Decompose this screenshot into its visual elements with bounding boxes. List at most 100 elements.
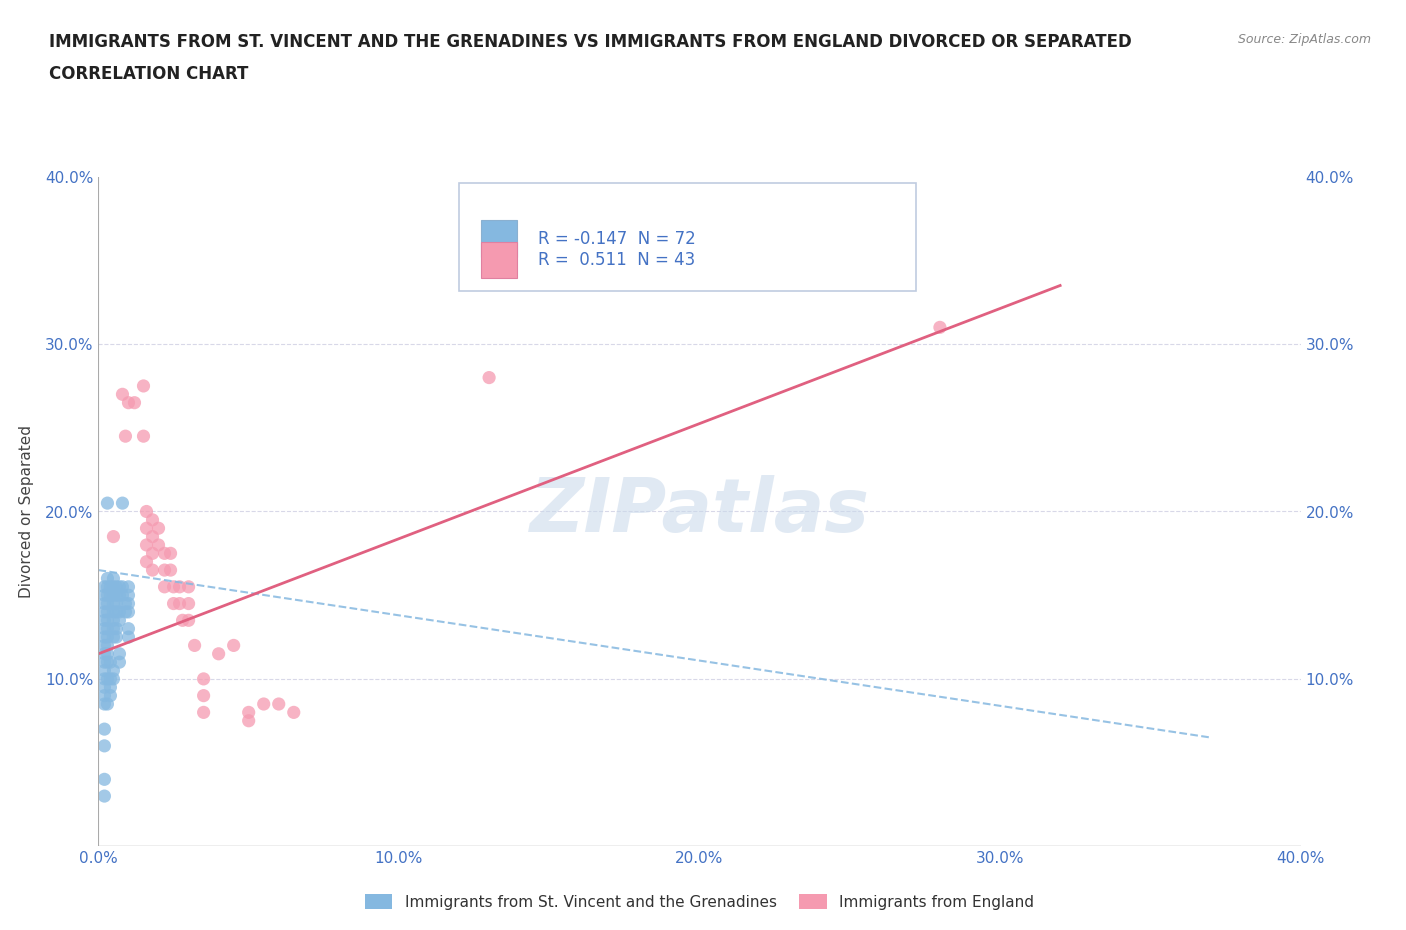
Point <box>141 546 163 561</box>
Point <box>96 638 118 653</box>
Point <box>105 604 128 619</box>
Point <box>238 713 260 728</box>
Point <box>208 646 231 661</box>
Point <box>135 538 157 552</box>
Point <box>929 320 952 335</box>
Point <box>141 512 163 527</box>
Point <box>114 429 136 444</box>
Point <box>103 579 125 594</box>
Point <box>108 613 131 628</box>
Point <box>108 646 131 661</box>
Point <box>117 579 139 594</box>
Text: R =  0.511  N = 43: R = 0.511 N = 43 <box>538 251 696 269</box>
Point <box>238 705 260 720</box>
Text: Source: ZipAtlas.com: Source: ZipAtlas.com <box>1237 33 1371 46</box>
Point <box>93 621 115 636</box>
Point <box>114 604 136 619</box>
Point <box>100 579 122 594</box>
Point <box>108 588 131 603</box>
Text: R = -0.147  N = 72: R = -0.147 N = 72 <box>538 230 696 247</box>
Point <box>172 613 194 628</box>
Point <box>117 630 139 644</box>
Point <box>100 655 122 670</box>
Point <box>193 688 215 703</box>
Point <box>93 630 115 644</box>
Point <box>103 621 125 636</box>
Point <box>96 579 118 594</box>
Point <box>96 496 118 511</box>
Point <box>93 638 115 653</box>
Point <box>253 697 276 711</box>
Point <box>108 655 131 670</box>
Point <box>124 395 146 410</box>
Point <box>153 563 176 578</box>
Point <box>105 630 128 644</box>
Point <box>96 621 118 636</box>
Point <box>159 563 181 578</box>
Point <box>162 579 184 594</box>
Point <box>100 671 122 686</box>
Point <box>100 680 122 695</box>
Point <box>117 395 139 410</box>
Point <box>135 521 157 536</box>
Point <box>267 697 290 711</box>
Point <box>193 705 215 720</box>
Point <box>159 546 181 561</box>
Point <box>141 563 163 578</box>
FancyBboxPatch shape <box>458 183 915 290</box>
Point <box>141 529 163 544</box>
Point <box>478 370 501 385</box>
Text: CORRELATION CHART: CORRELATION CHART <box>49 65 249 83</box>
Point <box>169 579 191 594</box>
Point <box>111 496 134 511</box>
Point <box>96 596 118 611</box>
Point <box>93 596 115 611</box>
Point <box>183 638 205 653</box>
Point <box>93 772 115 787</box>
Point <box>135 554 157 569</box>
Point <box>103 671 125 686</box>
Point <box>103 571 125 586</box>
Point <box>96 671 118 686</box>
Point <box>103 529 125 544</box>
Point <box>96 630 118 644</box>
Point <box>103 630 125 644</box>
Point <box>103 604 125 619</box>
Point <box>105 621 128 636</box>
Point <box>100 588 122 603</box>
Point <box>177 613 200 628</box>
Point <box>96 571 118 586</box>
Point <box>108 604 131 619</box>
Point <box>96 646 118 661</box>
Point <box>111 579 134 594</box>
Point <box>117 596 139 611</box>
Point <box>111 387 134 402</box>
Point <box>135 504 157 519</box>
Y-axis label: Divorced or Separated: Divorced or Separated <box>18 425 34 598</box>
Point <box>105 596 128 611</box>
Point <box>153 546 176 561</box>
Point <box>108 579 131 594</box>
Point <box>93 697 115 711</box>
Point <box>103 588 125 603</box>
Point <box>177 596 200 611</box>
Point <box>148 521 170 536</box>
Point <box>114 596 136 611</box>
Point <box>93 579 115 594</box>
Point <box>132 379 155 393</box>
Point <box>283 705 305 720</box>
Point <box>93 671 115 686</box>
Point <box>103 663 125 678</box>
Point <box>193 671 215 686</box>
Point <box>105 579 128 594</box>
Point <box>153 579 176 594</box>
Point <box>169 596 191 611</box>
Point <box>111 588 134 603</box>
Point <box>96 613 118 628</box>
Bar <box>481 242 517 278</box>
Point <box>117 588 139 603</box>
Legend: Immigrants from St. Vincent and the Grenadines, Immigrants from England: Immigrants from St. Vincent and the Gren… <box>359 887 1040 916</box>
Point <box>117 604 139 619</box>
Point <box>96 697 118 711</box>
Point <box>93 588 115 603</box>
